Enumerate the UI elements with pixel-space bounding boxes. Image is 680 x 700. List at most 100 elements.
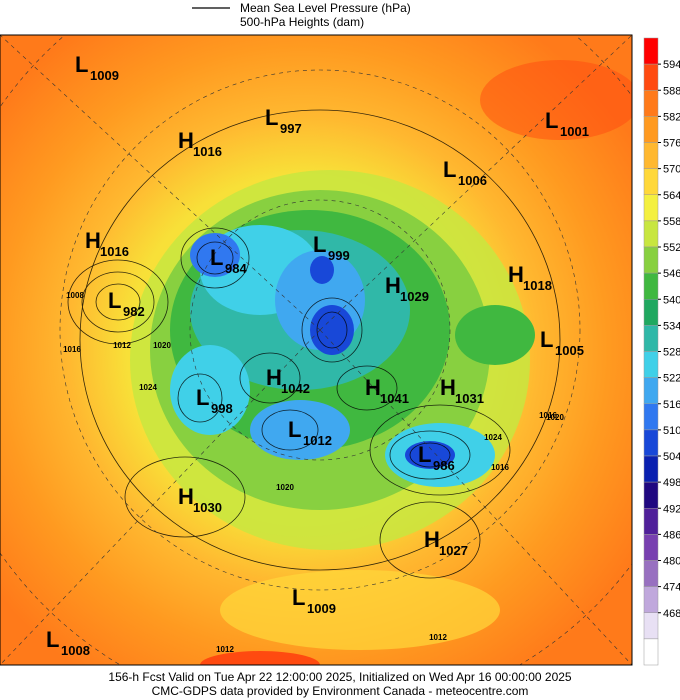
legend-text: 500-hPa Heights (dam)	[240, 15, 364, 29]
center-letter: L	[196, 385, 209, 410]
colorbar-swatch	[643, 63, 659, 91]
colorbar-swatch	[643, 220, 659, 248]
isobar-label: 1024	[139, 383, 157, 392]
center-letter: L	[210, 245, 223, 270]
center-letter: L	[443, 157, 456, 182]
colorbar-label: 564	[663, 190, 680, 202]
center-letter: L	[545, 108, 558, 133]
center-value: 998	[211, 401, 233, 416]
center-letter: L	[108, 288, 121, 313]
colorbar-label: 468	[663, 608, 680, 620]
colorbar-swatch	[643, 403, 659, 431]
center-letter: L	[265, 105, 278, 130]
colorbar-label: 552	[663, 242, 680, 254]
center-value: 1029	[400, 289, 429, 304]
legend-text: Mean Sea Level Pressure (hPa)	[240, 1, 411, 15]
colorbar-label: 546	[663, 268, 680, 280]
colorbar-label: 588	[663, 85, 680, 97]
colorbar-swatch	[643, 481, 659, 509]
center-letter: H	[365, 375, 381, 400]
colorbar-label: 576	[663, 138, 680, 150]
isobar-label: 1016	[63, 345, 81, 354]
center-value: 1018	[523, 278, 552, 293]
colorbar-label: 474	[663, 582, 680, 594]
center-value: 1016	[193, 144, 222, 159]
colorbar-swatch	[643, 508, 659, 535]
colorbar-label: 510	[663, 425, 680, 437]
center-value: 1042	[281, 381, 310, 396]
footer-text: 156-h Fcst Valid on Tue Apr 22 12:00:00 …	[108, 670, 572, 684]
colorbar-swatch	[643, 560, 659, 587]
colorbar-label: 486	[663, 529, 680, 541]
center-letter: H	[85, 228, 101, 253]
isobar-label: 1012	[429, 633, 447, 642]
colorbar-label: 492	[663, 503, 680, 515]
colorbar-label: 522	[663, 373, 680, 385]
colorbar-swatch	[643, 429, 659, 457]
center-letter: H	[440, 375, 456, 400]
colorbar-swatch	[643, 325, 659, 352]
colorbar-label: 570	[663, 164, 680, 176]
isobar-label: 1020	[153, 341, 171, 350]
center-letter: L	[418, 442, 431, 467]
colorbar-swatch	[643, 351, 659, 378]
colorbar-swatch	[643, 90, 659, 117]
center-letter: L	[75, 52, 88, 77]
center-value: 1009	[90, 68, 119, 83]
colorbar-label: 540	[663, 294, 680, 306]
center-letter: L	[46, 627, 59, 652]
center-value: 1012	[303, 433, 332, 448]
footer-text: CMC-GDPS data provided by Environment Ca…	[152, 684, 529, 698]
isobar-label: 1012	[216, 645, 234, 654]
isobar-label: 1008	[66, 291, 84, 300]
center-letter: H	[385, 273, 401, 298]
colorbar-label: 504	[663, 451, 680, 463]
colorbar-swatch	[643, 534, 659, 561]
colorbar-label: 480	[663, 556, 680, 568]
center-value: 999	[328, 248, 350, 263]
colorbar-swatch	[643, 168, 659, 195]
colorbar-swatch	[643, 299, 659, 326]
center-value: 1016	[100, 244, 129, 259]
center-value: 1006	[458, 173, 487, 188]
isobar-label: 1020	[276, 483, 294, 492]
center-letter: H	[178, 128, 194, 153]
center-letter: H	[266, 365, 282, 390]
center-letter: L	[540, 327, 553, 352]
center-value: 986	[433, 458, 455, 473]
center-letter: L	[292, 585, 305, 610]
center-value: 1031	[455, 391, 484, 406]
colorbar-swatch	[643, 116, 659, 143]
center-letter: H	[508, 262, 524, 287]
center-value: 997	[280, 121, 302, 136]
colorbar-swatch	[643, 37, 659, 65]
colorbar-label: 516	[663, 399, 680, 411]
center-value: 1009	[307, 601, 336, 616]
isobar-label: 1012	[113, 341, 131, 350]
center-value: 1041	[380, 391, 409, 406]
center-value: 982	[123, 304, 145, 319]
center-value: 1001	[560, 124, 589, 139]
isobar-label: 1024	[484, 433, 502, 442]
colorbar-label: 558	[663, 216, 680, 228]
isobar-label: 1020	[546, 413, 564, 422]
colorbar-swatch	[643, 612, 659, 640]
center-letter: L	[288, 417, 301, 442]
colorbar-swatch	[643, 142, 659, 169]
colorbar-label: 594	[663, 59, 680, 71]
isobar-label: 1016	[539, 411, 557, 420]
center-letter: H	[178, 484, 194, 509]
colorbar-swatch	[643, 194, 659, 222]
colorbar-label: 534	[663, 320, 680, 332]
center-letter: H	[424, 527, 440, 552]
center-value: 1008	[61, 643, 90, 658]
colorbar-swatch	[643, 377, 659, 404]
center-value: 1030	[193, 500, 222, 515]
center-letter: L	[313, 232, 326, 257]
colorbar-swatch	[643, 455, 659, 483]
isobar-label: 1016	[491, 463, 509, 472]
colorbar-label: 528	[663, 347, 680, 359]
colorbar-swatch	[643, 586, 659, 613]
colorbar-swatch	[643, 246, 659, 274]
